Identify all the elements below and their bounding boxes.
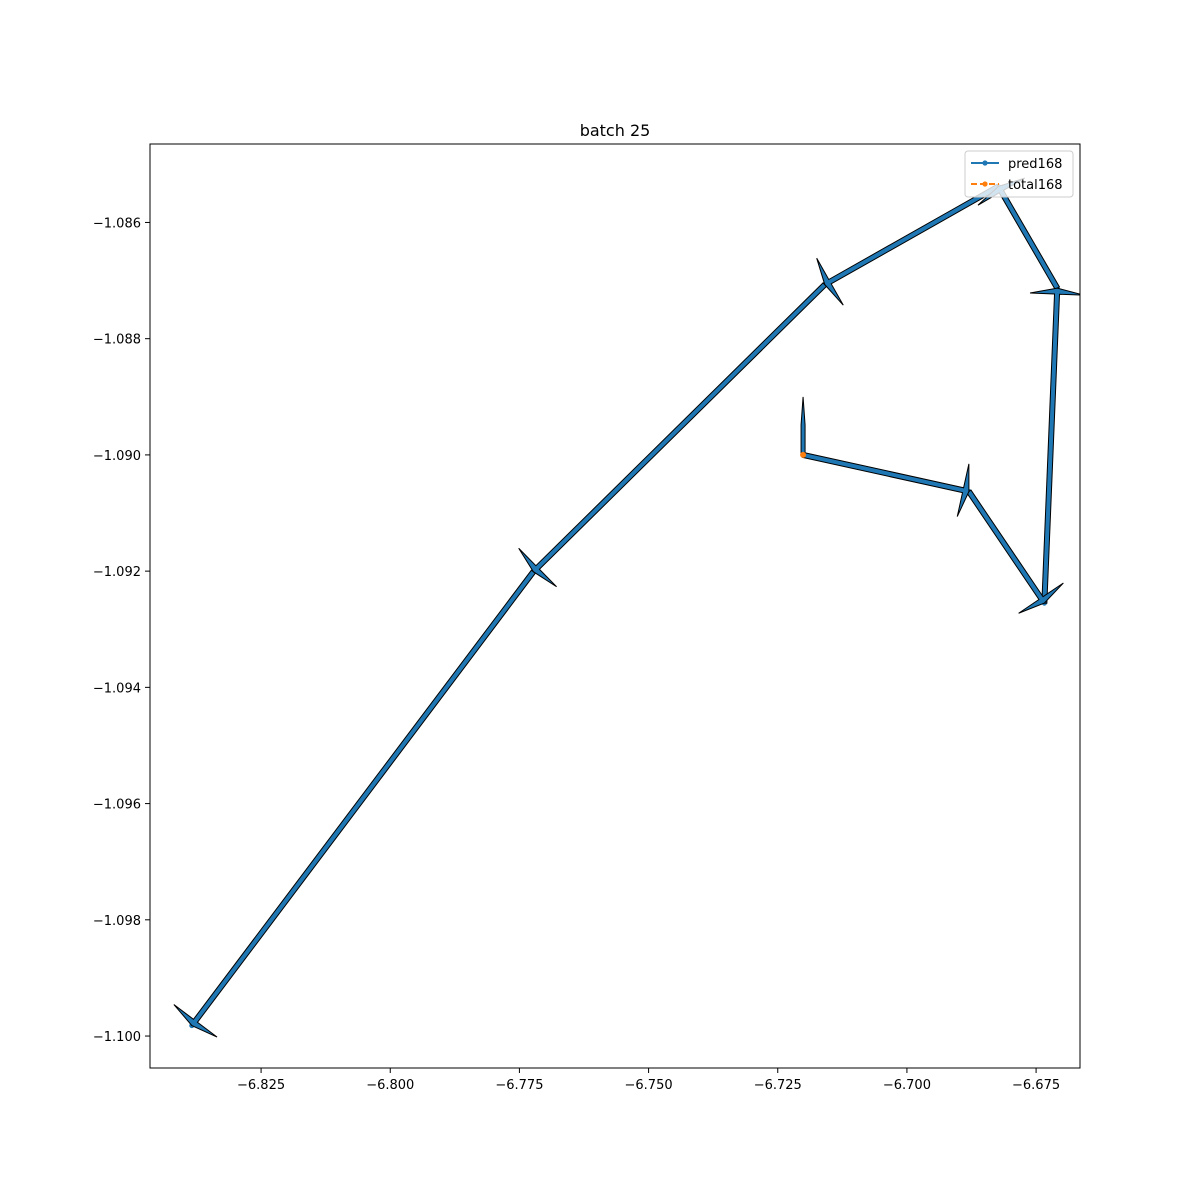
arrow bbox=[801, 451, 970, 517]
arrow-shape bbox=[801, 451, 970, 517]
axes-frame bbox=[149, 143, 1081, 1069]
legend-label-pred168: pred168 bbox=[1008, 157, 1062, 172]
arrow-shape bbox=[1029, 287, 1080, 604]
arrow-shape bbox=[966, 489, 1064, 614]
plot-content bbox=[173, 177, 1080, 1038]
legend: pred168 total168 bbox=[964, 150, 1074, 198]
y-tick-label: −1.094 bbox=[93, 681, 141, 696]
y-tick-label: −1.100 bbox=[93, 1030, 141, 1045]
x-tick-label: −6.700 bbox=[883, 1078, 931, 1093]
arrow bbox=[966, 489, 1064, 614]
plot-area bbox=[173, 177, 1080, 1038]
x-tick-label: −6.675 bbox=[1012, 1078, 1060, 1093]
y-tick-label: −1.096 bbox=[93, 798, 141, 813]
arrow bbox=[518, 282, 828, 588]
x-tick-label: −6.800 bbox=[366, 1078, 414, 1093]
y-tick-label: −1.086 bbox=[93, 216, 141, 231]
x-tick-label: −6.750 bbox=[625, 1078, 673, 1093]
y-tick-label: −1.092 bbox=[93, 565, 141, 580]
arrow bbox=[1029, 287, 1080, 604]
chart-title: batch 25 bbox=[580, 121, 651, 140]
y-tick-label: −1.088 bbox=[93, 333, 141, 348]
x-tick-label: −6.725 bbox=[754, 1078, 802, 1093]
arrow-shape bbox=[173, 569, 537, 1038]
y-tick-label: −1.098 bbox=[93, 914, 141, 929]
data-point-total168-top bbox=[800, 451, 807, 458]
axes: −6.825 −6.800 −6.775 −6.750 −6.725 −6.700 −6.6… bbox=[93, 143, 1081, 1093]
legend-label-total168: total168 bbox=[1008, 178, 1063, 193]
arrow bbox=[173, 569, 537, 1038]
y-tick-label: −1.090 bbox=[93, 449, 141, 464]
legend-marker-pred168 bbox=[982, 160, 988, 166]
arrow-shape bbox=[518, 282, 828, 588]
x-tick-label: −6.825 bbox=[237, 1078, 285, 1093]
x-tick-label: −6.775 bbox=[495, 1078, 543, 1093]
legend-marker-total168 bbox=[982, 181, 988, 187]
